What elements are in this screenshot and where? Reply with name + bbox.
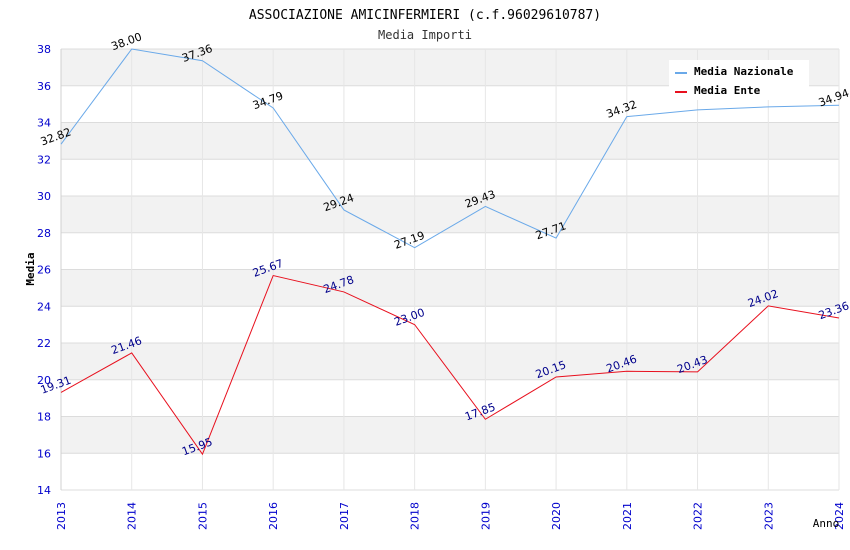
legend-label-media-nazionale: Media Nazionale	[694, 65, 794, 78]
plot-band	[61, 159, 839, 196]
y-tick-label: 36	[37, 80, 51, 93]
x-tick-label: 2024	[833, 502, 846, 530]
y-tick-label: 20	[37, 374, 51, 387]
series-lines	[60, 48, 840, 456]
y-tick-label: 34	[37, 117, 51, 130]
y-tick-label: 16	[37, 447, 51, 460]
plot-band	[61, 453, 839, 490]
x-axis-ticks: 2013 2014 2015 2016 2017 2018 2019 2020 2021 2022…	[55, 502, 846, 530]
legend-label-media-ente: Media Ente	[694, 84, 761, 97]
chart-title: ASSOCIAZIONE AMICINFERMIERI (c.f.9602961…	[249, 8, 601, 23]
y-tick-label: 32	[37, 153, 51, 166]
x-tick-label: 2018	[409, 502, 422, 530]
x-tick-label: 2016	[267, 502, 280, 530]
plot-band	[61, 379, 839, 417]
x-tick-label: 2020	[550, 502, 563, 530]
y-tick-label: 22	[37, 337, 51, 350]
series-line-media-ente	[60, 274, 840, 456]
plot-band	[61, 416, 839, 454]
x-axis-label: Anno	[813, 517, 840, 530]
y-axis-label: Media	[24, 252, 37, 285]
x-tick-label: 2023	[762, 502, 775, 530]
legend: Media Nazionale Media Ente	[669, 60, 809, 100]
y-tick-label: 30	[37, 190, 51, 203]
plot-band	[61, 232, 839, 270]
y-tick-label: 14	[37, 484, 51, 497]
y-tick-label: 26	[37, 264, 51, 277]
y-tick-label: 28	[37, 227, 51, 240]
y-tick-label: 38	[37, 43, 51, 56]
x-tick-label: 2014	[126, 502, 139, 530]
x-tick-label: 2017	[338, 502, 351, 530]
x-tick-label: 2015	[196, 502, 209, 530]
x-tick-label: 2022	[692, 502, 705, 530]
gridlines	[60, 48, 840, 491]
chart-subtitle: Media Importi	[378, 28, 472, 42]
y-tick-label: 24	[37, 300, 51, 313]
x-tick-label: 2021	[621, 502, 634, 530]
plot-band	[61, 306, 839, 343]
x-tick-label: 2019	[479, 502, 492, 530]
y-axis-ticks: 14 16 18 20 22 24 26 28 30 32 34 36 38	[37, 43, 51, 497]
y-tick-label: 18	[37, 411, 51, 424]
plot-band	[61, 269, 839, 307]
x-tick-label: 2013	[55, 502, 68, 530]
series-line-media-nazionale	[60, 48, 840, 249]
legend-box	[669, 60, 809, 100]
plot-band	[61, 122, 839, 160]
